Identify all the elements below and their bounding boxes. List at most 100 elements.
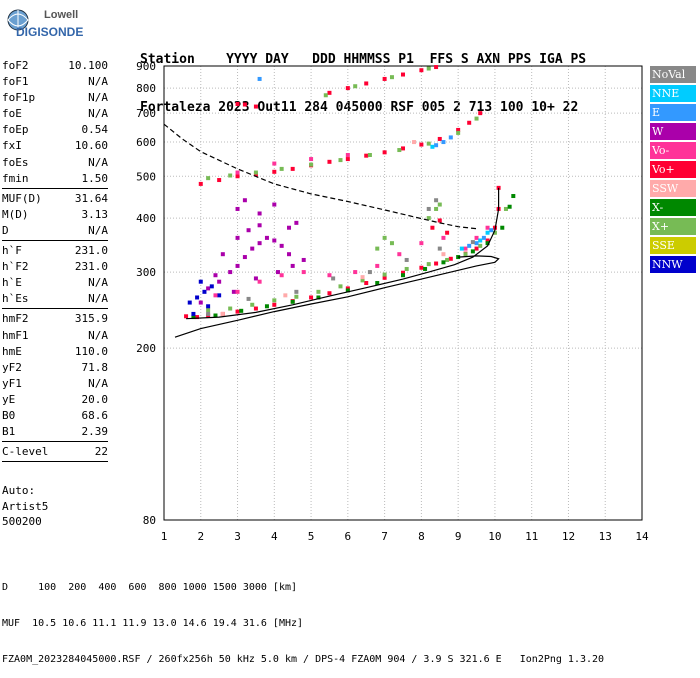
echo-point	[470, 249, 475, 254]
echo-point	[206, 311, 211, 316]
echo-point	[419, 241, 424, 246]
echo-point	[485, 230, 490, 235]
param-name: hmF2	[2, 312, 29, 326]
echo-point	[353, 270, 358, 275]
echo-point	[437, 218, 442, 223]
param-name: B1	[2, 425, 16, 439]
header-labels: Station YYYY DAY DDD HHMMSS P1 FFS S AXN…	[140, 52, 587, 67]
echo-point	[437, 202, 442, 207]
ionogram-chart: 1 2 3 4 5 6 7 8 9 10 11 12 13 14802003004005006007008…	[136, 60, 649, 543]
echo-point	[441, 235, 446, 240]
param-row: hmF2 315.9	[2, 311, 108, 327]
x-tick-label: 11	[525, 530, 538, 543]
param-name: h`Es	[2, 292, 29, 306]
legend-item: X+	[650, 218, 696, 235]
param-row: M(D) 3.13	[2, 207, 108, 223]
echo-point	[474, 246, 479, 251]
echo-point	[511, 194, 516, 199]
echo-point	[257, 223, 262, 228]
param-row: B1 2.39	[2, 424, 108, 440]
echo-point	[448, 256, 453, 261]
echo-point	[283, 293, 288, 298]
echo-point	[345, 288, 350, 293]
param-row: foF2 10.100	[2, 58, 108, 74]
echo-point	[279, 243, 284, 248]
x-tick-label: 14	[635, 530, 649, 543]
param-row: fxI 10.60	[2, 138, 108, 154]
echo-point	[246, 296, 251, 301]
param-value: N/A	[88, 91, 108, 105]
echo-point	[198, 300, 203, 305]
echo-point	[401, 72, 405, 77]
echo-point	[456, 255, 461, 260]
echo-point	[419, 265, 424, 270]
echo-point	[448, 135, 453, 140]
echo-point	[250, 246, 255, 251]
echo-point	[445, 230, 450, 235]
echo-point	[426, 216, 431, 221]
echo-point	[316, 295, 321, 300]
param-name: h`F2	[2, 260, 29, 274]
echo-point	[327, 90, 332, 95]
y-tick-label: 600	[136, 136, 156, 149]
echo-point	[474, 241, 479, 246]
echo-point	[191, 311, 196, 316]
echo-point	[426, 262, 431, 267]
echo-point	[382, 76, 387, 81]
param-name: foF2	[2, 59, 29, 72]
param-name: M(D)	[2, 207, 29, 221]
echo-point	[235, 101, 240, 106]
echo-point	[231, 289, 236, 294]
x-tick-label: 10	[488, 530, 501, 543]
x-tick-label: 7	[381, 530, 388, 543]
echo-point	[184, 314, 189, 319]
x-tick-label: 1	[161, 530, 168, 543]
echo-point	[401, 146, 405, 151]
echo-point	[235, 309, 240, 314]
param-name: MUF(D)	[2, 191, 42, 205]
x-tick-label: 13	[599, 530, 612, 543]
echo-point	[272, 238, 277, 243]
echo-point	[242, 198, 247, 203]
echo-point	[364, 153, 369, 158]
echo-point	[316, 289, 321, 294]
separator	[2, 187, 108, 189]
echo-point	[217, 178, 222, 183]
echo-point	[309, 157, 314, 162]
profile-line	[174, 255, 500, 338]
legend-item: Vo+	[650, 161, 696, 178]
echo-point	[235, 170, 240, 175]
echo-point	[198, 181, 203, 186]
param-row: foE N/A	[2, 106, 108, 122]
param-row: C-level 22	[2, 444, 108, 460]
echo-point	[478, 111, 483, 116]
echo-point	[430, 225, 435, 230]
param-row: yF1 N/A	[2, 376, 108, 392]
x-tick-label: 2	[197, 530, 204, 543]
param-name: foF1	[2, 75, 29, 89]
echo-point	[485, 225, 490, 230]
echo-point	[441, 140, 446, 145]
param-name: C-level	[2, 445, 49, 459]
y-tick-label: 300	[136, 266, 156, 279]
echo-point	[489, 228, 494, 233]
echo-point	[250, 302, 255, 307]
echo-point	[353, 84, 358, 89]
param-name: yF1	[2, 376, 22, 390]
echo-point	[235, 206, 240, 211]
echo-point	[323, 93, 328, 98]
y-tick-label: 500	[136, 170, 156, 183]
param-row: h`F2 231.0	[2, 259, 108, 275]
echo-point	[423, 266, 428, 271]
echo-point	[294, 289, 299, 294]
echo-point	[412, 140, 417, 145]
echo-point	[389, 241, 394, 246]
param-value: 231.0	[74, 244, 108, 258]
muf-line	[163, 123, 477, 230]
echo-point	[397, 148, 402, 153]
param-value: N/A	[88, 276, 108, 290]
echo-point	[459, 246, 464, 251]
y-tick-label: 80	[143, 514, 156, 527]
echo-point	[456, 130, 461, 135]
echo-point	[463, 246, 468, 251]
